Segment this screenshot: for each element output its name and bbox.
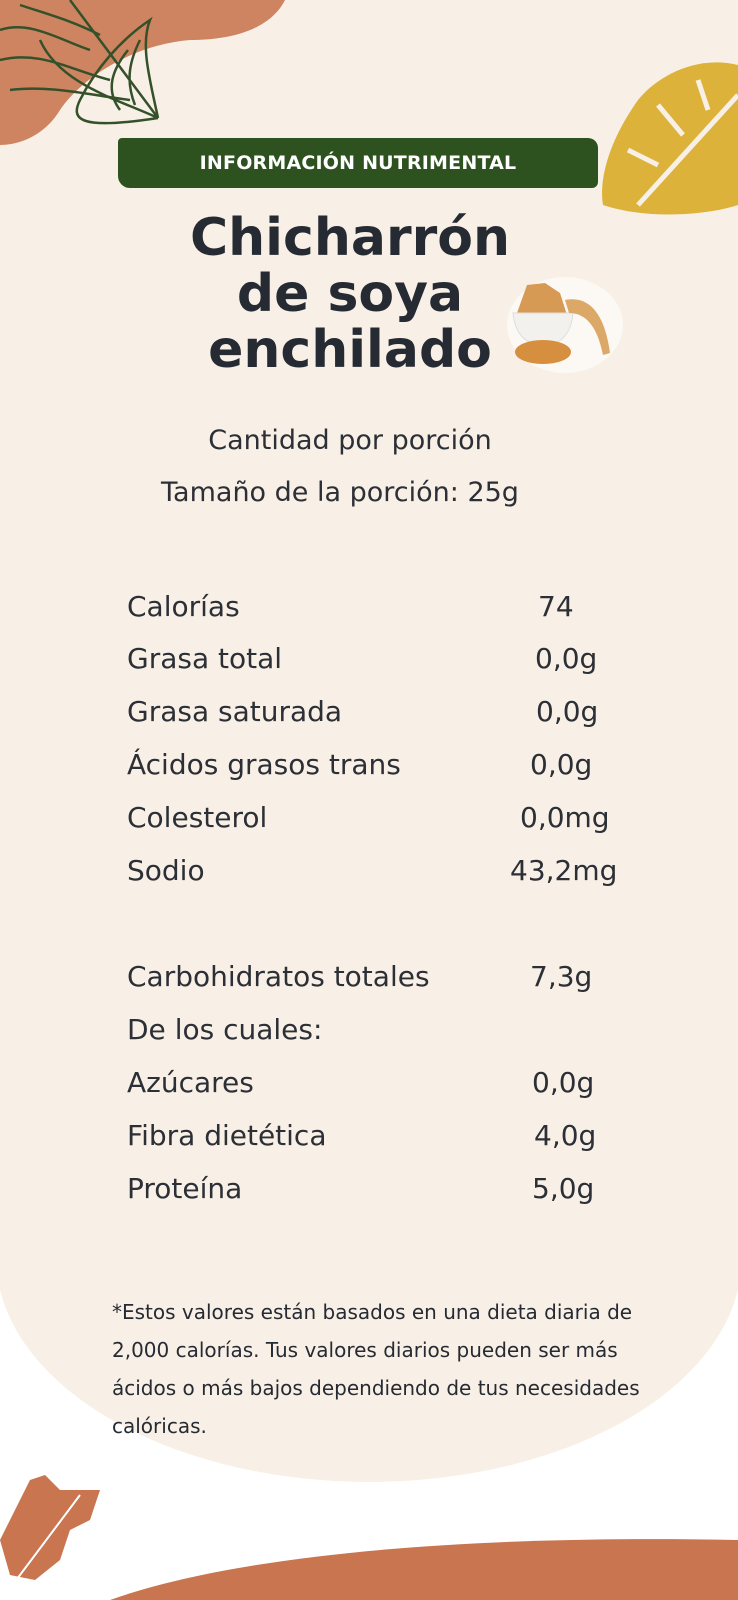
nutrient-name: Proteína xyxy=(127,1172,243,1205)
serving-label: Cantidad por porción xyxy=(208,425,492,456)
nutrient-name: Colesterol xyxy=(127,801,268,834)
nutrient-value: 0,0g xyxy=(530,748,593,781)
title-line: enchilado xyxy=(208,320,492,380)
nutrient-name: De los cuales: xyxy=(127,1013,323,1046)
nutrient-name: Sodio xyxy=(127,854,205,887)
nutrient-name: Azúcares xyxy=(127,1066,254,1099)
nutrient-value: 7,3g xyxy=(530,960,593,993)
nutrient-value: 0,0g xyxy=(535,642,598,675)
bottom-wave-decoration xyxy=(110,1539,738,1600)
footnote: *Estos valores están basados en una diet… xyxy=(112,1300,640,1438)
product-title: Chicharrón de soya enchilado xyxy=(150,210,550,378)
leaf-outline-decoration-icon xyxy=(0,0,285,145)
nutrient-name: Calorías xyxy=(127,590,240,623)
section-banner: INFORMACIÓN NUTRIMENTAL xyxy=(118,138,598,188)
product-image xyxy=(507,277,623,373)
serving-size: Tamaño de la porción: 25g xyxy=(161,477,519,508)
title-line: de soya xyxy=(236,264,464,324)
nutrient-name: Grasa saturada xyxy=(127,695,343,728)
leaf-decoration-icon xyxy=(0,1475,100,1596)
monstera-leaf-decoration-icon xyxy=(602,62,738,215)
nutrient-name: Grasa total xyxy=(127,642,283,675)
cream-background xyxy=(0,0,738,1482)
nutrient-value: 74 xyxy=(538,590,574,623)
nutrient-value: 43,2mg xyxy=(510,854,618,887)
title-line: Chicharrón xyxy=(190,208,510,268)
nutrient-value: 0,0g xyxy=(532,1066,595,1099)
nutrient-value: 5,0g xyxy=(532,1172,595,1205)
nutrient-name: Fibra dietética xyxy=(127,1119,327,1152)
nutrient-name: Carbohidratos totales xyxy=(127,960,430,993)
nutrient-value: 0,0g xyxy=(536,695,599,728)
nutrient-value: 4,0g xyxy=(534,1119,597,1152)
nutrient-name: Ácidos grasos trans xyxy=(127,748,401,781)
nutrient-value: 0,0mg xyxy=(520,801,610,834)
